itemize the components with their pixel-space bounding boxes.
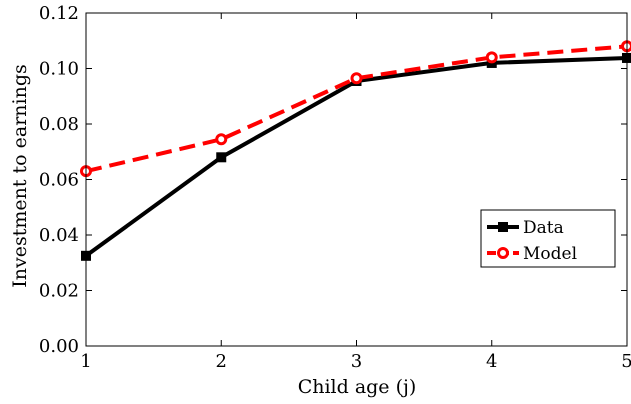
axes: 0.00 0.02 0.04 0.06 0.08 0.10 0.12 1 2 3 4 5 <box>39 3 631 372</box>
legend: Data Model <box>480 209 616 268</box>
x-tick-label: 2 <box>216 351 227 372</box>
x-axis-title: Child age (j) <box>298 376 417 398</box>
y-tick-label: 0.10 <box>39 59 79 80</box>
x-tick-label: 5 <box>621 351 631 372</box>
y-tick-label: 0.06 <box>39 170 79 191</box>
legend-box <box>480 209 616 268</box>
data-point-model <box>485 51 498 64</box>
x-tick-label: 1 <box>80 351 91 372</box>
y-axis-title: Investment to earnings <box>9 64 31 288</box>
x-tick-label: 4 <box>486 351 497 372</box>
legend-label-data: Data <box>523 218 564 238</box>
legend-label-model: Model <box>523 244 577 264</box>
y-tick-label: 0.12 <box>39 3 79 24</box>
series-line-model <box>85 44 628 174</box>
y-tick-label: 0.02 <box>39 281 79 302</box>
data-point-model <box>215 133 228 146</box>
y-tick-label: 0.04 <box>39 225 79 246</box>
plot-frame <box>85 12 628 347</box>
data-point-model <box>350 72 363 85</box>
legend-marker-data <box>498 222 508 232</box>
data-point-data <box>216 152 227 163</box>
legend-marker-model <box>497 247 509 259</box>
y-tick-label: 0.00 <box>39 336 79 357</box>
y-tick-label: 0.08 <box>39 114 79 135</box>
x-tick-label: 3 <box>351 351 362 372</box>
